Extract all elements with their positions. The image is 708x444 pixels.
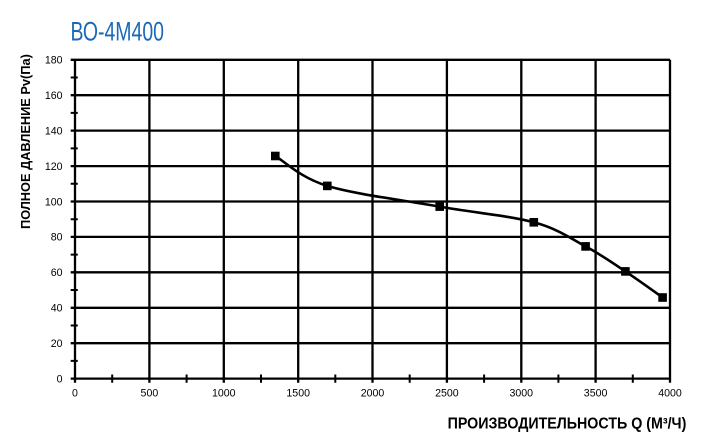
svg-text:20: 20 xyxy=(51,338,63,350)
svg-text:1500: 1500 xyxy=(286,387,310,399)
svg-text:3500: 3500 xyxy=(584,387,608,399)
svg-text:0: 0 xyxy=(57,373,63,385)
svg-text:60: 60 xyxy=(51,267,63,279)
svg-text:120: 120 xyxy=(45,161,63,173)
svg-text:3000: 3000 xyxy=(510,387,534,399)
svg-text:140: 140 xyxy=(45,125,63,137)
svg-text:0: 0 xyxy=(72,387,78,399)
svg-text:160: 160 xyxy=(45,90,63,102)
svg-text:1000: 1000 xyxy=(212,387,236,399)
svg-text:2500: 2500 xyxy=(435,387,459,399)
svg-text:ВО-4М400: ВО-4М400 xyxy=(71,16,165,46)
svg-text:ПРОИЗВОДИТЕЛЬНОСТЬ Q (М³/Ч): ПРОИЗВОДИТЕЛЬНОСТЬ Q (М³/Ч) xyxy=(448,416,687,433)
svg-text:100: 100 xyxy=(45,196,63,208)
svg-text:500: 500 xyxy=(141,387,159,399)
svg-text:40: 40 xyxy=(51,303,63,315)
svg-text:2000: 2000 xyxy=(361,387,385,399)
svg-text:80: 80 xyxy=(51,232,63,244)
svg-text:ПОЛНОЕ ДАВЛЕНИЕ Pv(Па): ПОЛНОЕ ДАВЛЕНИЕ Pv(Па) xyxy=(18,54,33,229)
svg-text:180: 180 xyxy=(45,55,63,67)
svg-text:4000: 4000 xyxy=(658,387,682,399)
